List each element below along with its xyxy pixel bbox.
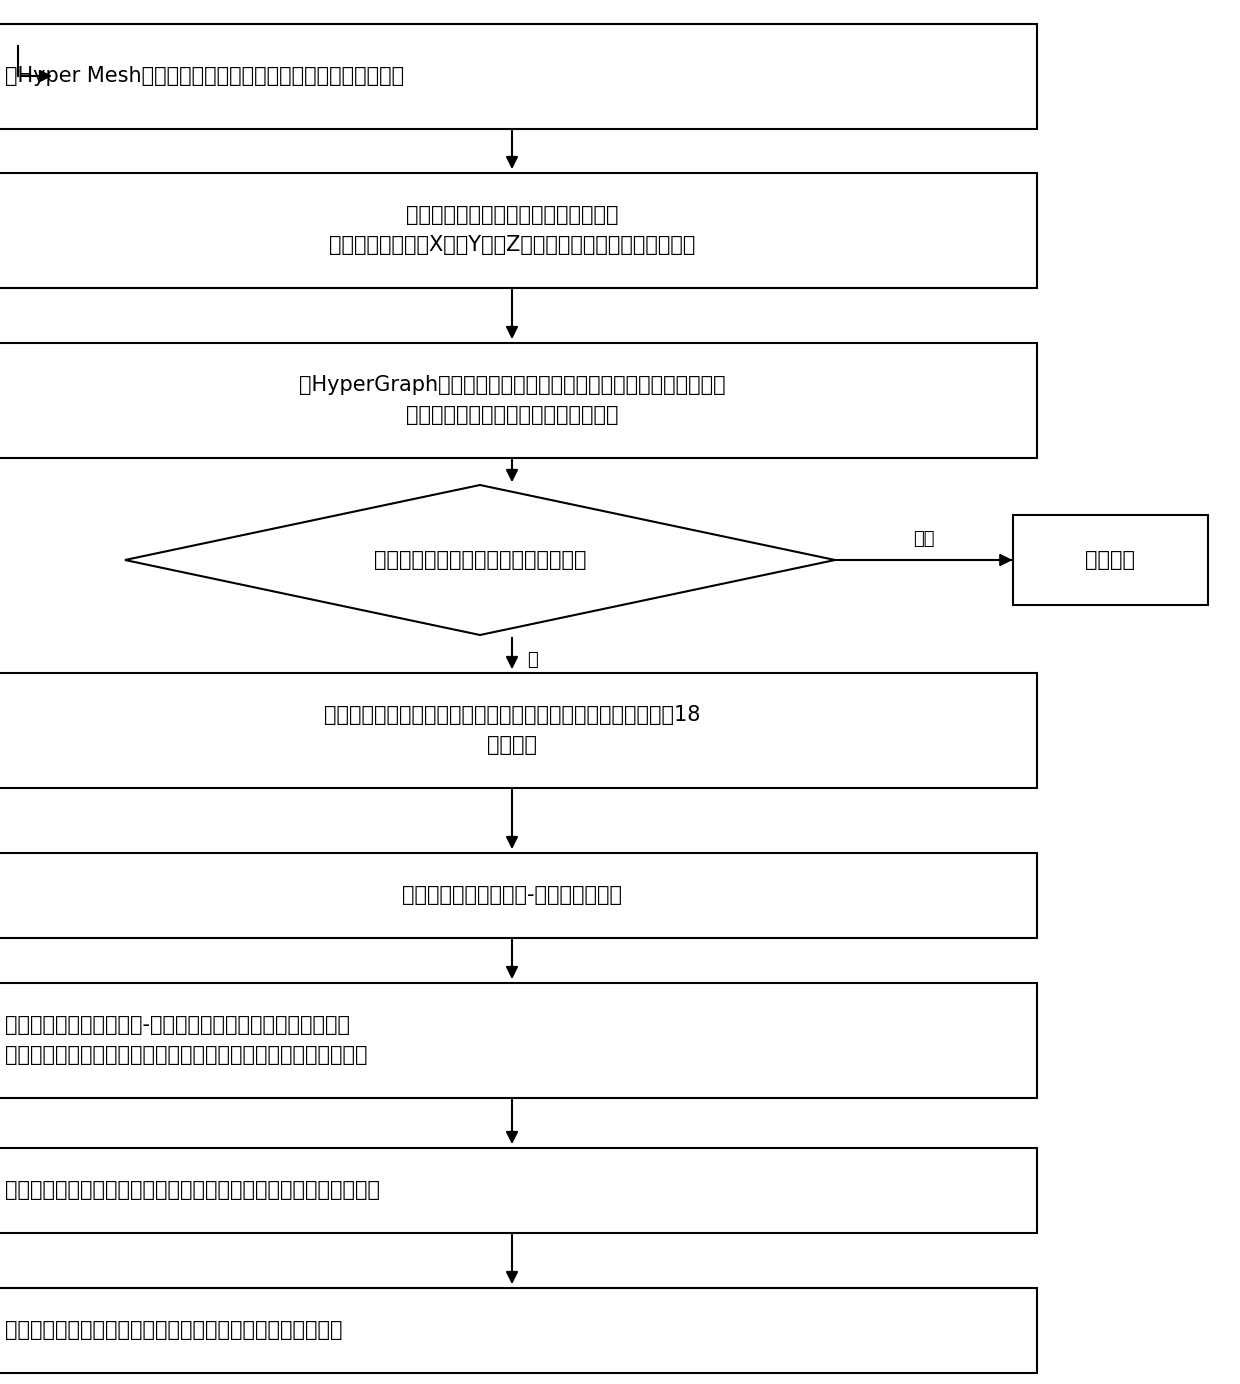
Bar [0,673,1037,787]
Text: 根据声压曲线找出分贝超出要求的峰值: 根据声压曲线找出分贝超出要求的峰值 [373,549,587,570]
Bar [1013,515,1208,605]
Text: 设计完成: 设计完成 [1085,549,1135,570]
Text: 对所述车身驾驶舱的结构-声腔耦合模型进行声学响应分析，得
到在所述峰值下声腔周围板件对车内噪声的声学响应板件贡献量；: 对所述车身驾驶舱的结构-声腔耦合模型进行声学响应分析，得 到在所述峰值下声腔周围… [5,1016,367,1064]
Bar [0,1147,1037,1233]
Text: 根据声学响应板件贡献量的数据结果找出影响所述峰值的关键板件；: 根据声学响应板件贡献量的数据结果找出影响所述峰值的关键板件； [5,1181,379,1200]
Bar [0,1287,1037,1373]
Text: 在HyperGraph里读取各所述激励点在各方向的激励下，各响应点在
各频率下的声压结果，绘制声压曲线；: 在HyperGraph里读取各所述激励点在各方向的激励下，各响应点在 各频率下的… [299,375,725,425]
Text: 没有: 没有 [913,530,935,548]
Bar [0,24,1037,129]
Text: 根据车内声腔周围板件的分布与结构的构成，将车身驾驶舱分为18
个板件；: 根据车内声腔周围板件的分布与结构的构成，将车身驾驶舱分为18 个板件； [324,706,701,754]
Text: 有: 有 [527,650,538,668]
Bar [0,853,1037,937]
Bar [0,342,1037,458]
Text: 设定激励点、响应点、分析频率范围；
并在所述激励点沿X轴、Y轴、Z轴分别施加设定载荷力的激励；: 设定激励点、响应点、分析频率范围； 并在所述激励点沿X轴、Y轴、Z轴分别施加设定… [329,205,696,255]
Polygon shape [125,484,835,635]
Bar [0,983,1037,1098]
Text: 针对所述关键板件进行结构优化，提高所述关键板件的刚度；: 针对所述关键板件进行结构优化，提高所述关键板件的刚度； [5,1320,342,1340]
Text: 在Hyper Mesh软件中建立车身有限元模型和声腔有限元模型；: 在Hyper Mesh软件中建立车身有限元模型和声腔有限元模型； [5,66,404,86]
Text: 建立车身驾驶舱的结构-声腔耦合模型；: 建立车身驾驶舱的结构-声腔耦合模型； [402,884,622,905]
Bar [0,173,1037,288]
